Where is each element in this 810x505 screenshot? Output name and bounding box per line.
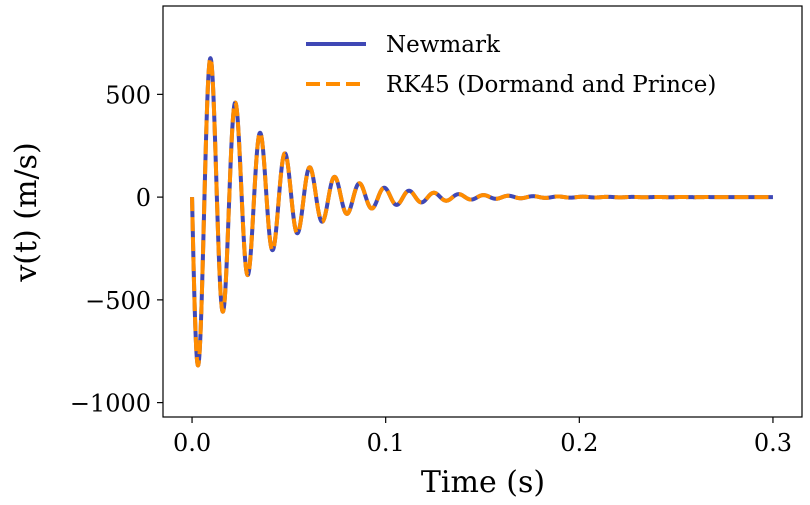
x-tick-label: 0.3: [754, 429, 792, 457]
y-tick-label: 500: [105, 81, 151, 109]
x-axis-ticks: 0.0 0.1 0.2 0.3: [173, 417, 792, 457]
y-tick-label: −500: [85, 287, 151, 315]
legend-label: RK45 (Dormand and Prince): [386, 72, 716, 98]
legend-label: Newmark: [386, 32, 501, 58]
plot-frame: [162, 5, 803, 418]
y-tick-label: 0: [136, 184, 151, 212]
y-axis-label: v(t) (m/s): [9, 142, 44, 282]
x-tick-label: 0.2: [560, 429, 598, 457]
series-line-rk45: [190, 56, 775, 368]
y-axis-ticks: −1000 −500 0 500: [70, 81, 163, 418]
x-axis-label: Time (s): [421, 465, 545, 500]
x-tick-label: 0.0: [173, 429, 211, 457]
x-tick-label: 0.1: [367, 429, 405, 457]
legend: Newmark RK45 (Dormand and Prince): [306, 32, 716, 98]
y-tick-label: −1000: [70, 390, 151, 418]
plot-area: [190, 56, 775, 368]
